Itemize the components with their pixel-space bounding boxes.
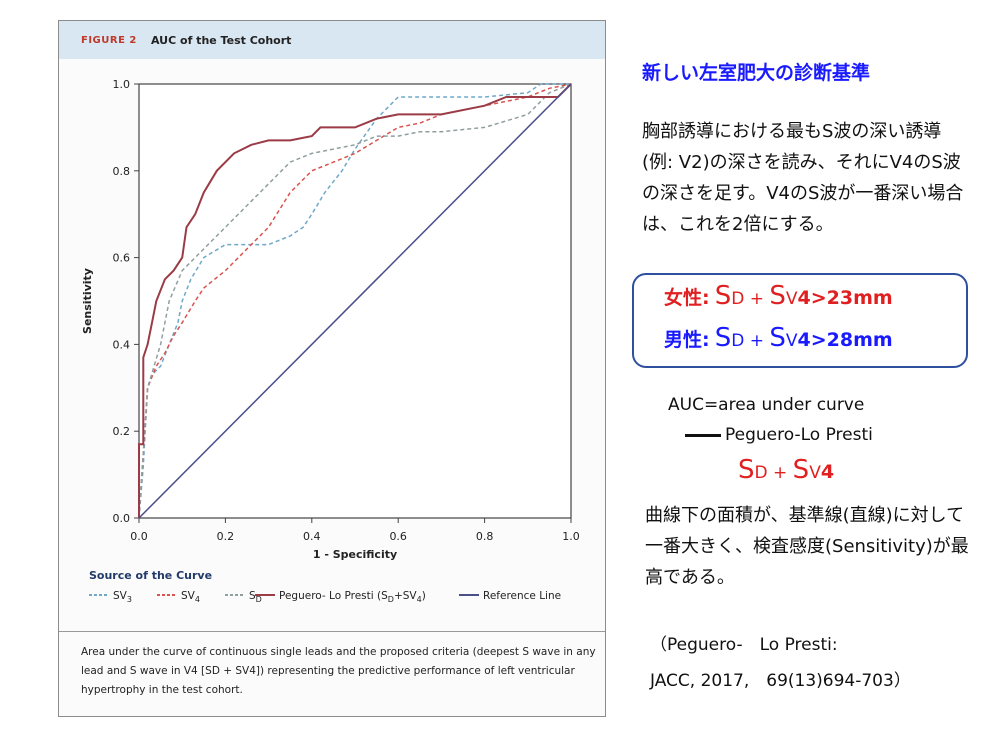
series-line-sd <box>138 83 572 519</box>
d-sub: D <box>731 289 745 309</box>
caption-divider <box>59 631 605 632</box>
y-tick-label: 0.0 <box>113 512 131 525</box>
v-sub: V <box>785 289 798 309</box>
legend-subscript: D <box>388 595 394 604</box>
series-line-reference-line <box>138 83 572 519</box>
s-letter: S <box>769 323 786 353</box>
female-formula: SD + SV4>23mm <box>715 281 893 311</box>
series-group <box>138 83 572 519</box>
s-letter: S <box>714 323 732 353</box>
legend-subscript: 3 <box>127 595 132 604</box>
s-letter: S <box>714 281 732 311</box>
legend-text: Peguero- Lo Presti (S <box>279 590 388 602</box>
legend-text: SV <box>113 590 128 602</box>
figure-header <box>59 21 605 59</box>
four: 4 <box>820 461 835 483</box>
y-tick-label: 0.2 <box>113 425 131 438</box>
pl-formula: SD + SV4 <box>738 455 834 485</box>
legend-text: SV <box>181 590 196 602</box>
series-line-sv3 <box>138 83 571 519</box>
figure-caption: Area under the curve of continuous singl… <box>81 646 596 696</box>
y-tick-label: 0.4 <box>113 338 131 351</box>
criteria-title: 新しい左室肥大の診断基準 <box>642 62 871 84</box>
legend-line-icon <box>685 433 721 437</box>
y-tick-label: 0.8 <box>113 165 131 178</box>
x-tick-label: 1.0 <box>562 530 580 543</box>
female-label: 女性: <box>664 287 710 309</box>
s-letter: S <box>769 281 786 311</box>
male-label: 男性: <box>664 329 710 351</box>
pl-legend: Peguero-Lo Presti <box>685 425 873 445</box>
legend-subscript: 4 <box>417 595 422 604</box>
male-formula: SD + SV4>28mm <box>715 323 893 353</box>
plus-sign: + <box>744 331 770 351</box>
criteria-box: 女性: SD + SV4>23mm 男性: SD + SV4>28mm <box>632 273 968 368</box>
legend-text: +SV <box>394 590 417 602</box>
roc-chart: 0.0 0.2 0.4 0.6 0.8 1.0 0.0 0.2 0.4 0.6 0.8 1.0 1 - … <box>81 78 580 604</box>
plus-sign: + <box>744 289 770 309</box>
y-axis-label: Sensitivity <box>81 268 94 334</box>
legend-text: S <box>249 590 256 602</box>
y-tick-label: 1.0 <box>113 78 131 91</box>
auc-definition: AUC=area under curve <box>668 395 865 415</box>
d-sub: D <box>731 331 745 351</box>
v-sub: V <box>785 331 798 351</box>
figure-title: AUC of the Test Cohort <box>151 34 292 47</box>
female-criterion: 女性: SD + SV4>23mm <box>664 281 893 311</box>
female-threshold: >23mm <box>810 287 893 309</box>
plus-sign: + <box>767 463 793 483</box>
four: 4 <box>797 329 811 351</box>
s-letter: S <box>792 455 810 485</box>
x-tick-label: 0.0 <box>130 530 148 543</box>
legend-subscript: D <box>256 595 262 604</box>
v-sub: V <box>809 463 821 483</box>
series-line-peguero-lo-presti-sd-sv4- <box>138 83 572 518</box>
four: 4 <box>797 287 811 309</box>
y-tick-label: 0.6 <box>113 252 131 265</box>
x-tick-label: 0.2 <box>217 530 235 543</box>
male-criterion: 男性: SD + SV4>28mm <box>664 323 893 353</box>
legend-label: Reference Line <box>483 590 561 602</box>
legend-title: Source of the Curve <box>89 569 212 582</box>
x-axis-label: 1 - Specificity <box>313 548 397 561</box>
reference-line-1: （Peguero- Lo Presti: <box>650 635 838 655</box>
reference-line-2: JACC, 2017, 69(13)694-703） <box>650 671 911 691</box>
legend-label: Peguero- Lo Presti (SD+SV4) <box>279 590 426 604</box>
x-tick-label: 0.6 <box>389 530 407 543</box>
criteria-description: 胸部誘導における最もS波の深い誘導(例: V2)の深さを読み、それにV4のS波の… <box>642 121 964 235</box>
legend-label: SV4 <box>181 590 200 604</box>
x-tick-label: 0.8 <box>476 530 494 543</box>
legend-text: ) <box>422 590 426 602</box>
s-letter: S <box>738 455 755 485</box>
male-threshold: >28mm <box>810 329 893 351</box>
auc-explanation: 曲線下の面積が、基準線(直線)に対して一番大きく、検査感度(Sensitivit… <box>645 505 969 588</box>
x-tick-label: 0.4 <box>303 530 321 543</box>
legend-text: Reference Line <box>483 590 561 602</box>
figure-label: FIGURE 2 <box>81 35 137 46</box>
legend-label: SD <box>249 590 262 604</box>
legend-subscript: 4 <box>195 595 200 604</box>
figure-panel: FIGURE 2 AUC of the Test Cohort 0.0 0.2 0.… <box>58 20 606 717</box>
legend-label: SV3 <box>113 590 132 604</box>
d-sub: D <box>754 463 768 483</box>
pl-legend-label: Peguero-Lo Presti <box>725 425 873 445</box>
